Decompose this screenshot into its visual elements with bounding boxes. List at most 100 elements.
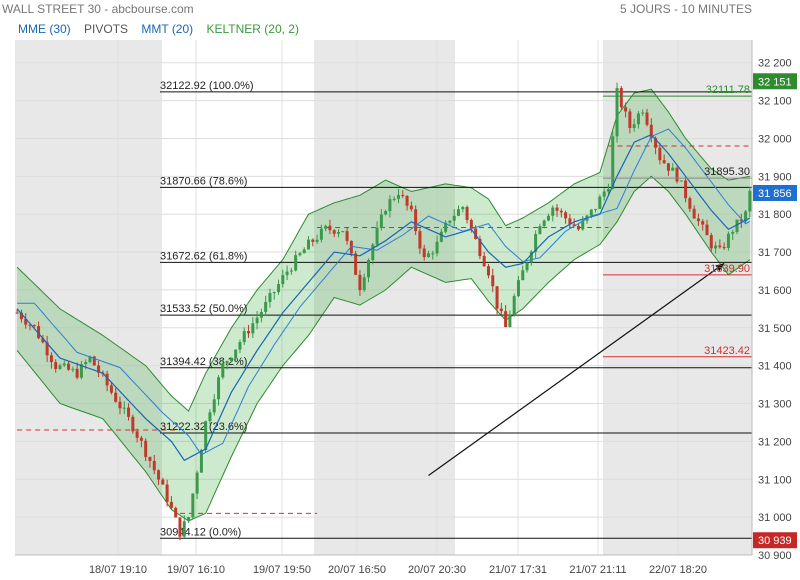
candle <box>636 113 640 125</box>
candle <box>504 311 508 328</box>
candle <box>251 323 255 334</box>
indicator-legend: MME (30) PIVOTS MMT (20) KELTNER (20, 2) <box>18 22 309 36</box>
candle <box>692 208 696 219</box>
candle <box>67 363 71 370</box>
session-band <box>15 40 162 555</box>
candle <box>49 355 53 363</box>
price-tag-label: 31 856 <box>758 188 792 200</box>
candle <box>684 180 688 199</box>
legend-pivots[interactable]: PIVOTS <box>84 22 129 36</box>
candle <box>589 209 593 216</box>
candle <box>632 124 636 129</box>
x-tick-label: 20/07 20:30 <box>408 564 466 576</box>
y-tick-label: 32 200 <box>758 58 792 70</box>
candle <box>341 231 345 233</box>
fib-level-label: 31870.66 (78.6%) <box>160 175 247 187</box>
candle <box>611 136 615 190</box>
candle <box>148 457 152 461</box>
candle <box>726 233 730 248</box>
fib-level-label: 31394.42 (38.2%) <box>160 356 247 368</box>
candle <box>401 195 405 197</box>
candle <box>598 196 602 209</box>
annotation-label: 32111.78 <box>706 84 750 96</box>
y-tick-label: 31 600 <box>758 285 792 297</box>
candle <box>122 407 126 409</box>
fib-level-label: 31672.62 (61.8%) <box>160 250 247 262</box>
candle <box>731 231 735 234</box>
candle <box>114 392 118 402</box>
fib-level-label: 32122.92 (100.0%) <box>160 80 254 92</box>
candle <box>281 275 285 285</box>
trend-arrow <box>428 262 725 476</box>
y-tick-label: 30 900 <box>758 550 792 562</box>
candle <box>671 167 675 171</box>
candle <box>606 189 610 192</box>
candle <box>161 479 165 485</box>
candle <box>337 231 341 234</box>
candle <box>324 225 328 229</box>
candle <box>709 235 713 249</box>
legend-keltner[interactable]: KELTNER (20, 2) <box>206 22 299 36</box>
annotation-label: 31639.90 <box>704 263 750 275</box>
candle <box>512 296 516 315</box>
candle <box>641 112 645 114</box>
candle <box>465 207 469 221</box>
fib-level-label: 31533.52 (50.0%) <box>160 303 247 315</box>
candle <box>576 225 580 230</box>
candle <box>444 222 448 232</box>
candle <box>371 244 375 261</box>
candle <box>538 226 542 235</box>
candle <box>84 362 88 365</box>
candle <box>88 356 92 363</box>
candle <box>225 361 229 364</box>
candle <box>375 227 379 245</box>
candle <box>628 111 632 129</box>
candle <box>118 401 122 409</box>
candle <box>645 112 649 125</box>
candle <box>529 251 533 263</box>
candle <box>405 195 409 206</box>
price-tag-label: 30 939 <box>758 535 792 547</box>
candle <box>551 207 555 216</box>
chart-period: 5 JOURS - 10 MINUTES <box>619 2 752 16</box>
candle <box>307 239 311 250</box>
candle <box>259 312 263 318</box>
candle <box>62 363 66 366</box>
candle <box>199 449 203 473</box>
candle <box>19 312 23 320</box>
candle <box>559 210 563 213</box>
y-tick-label: 32 000 <box>758 133 792 145</box>
y-tick-label: 31 400 <box>758 361 792 373</box>
legend-mme[interactable]: MME (30) <box>18 22 71 36</box>
candle <box>217 377 221 400</box>
price-tag <box>753 73 797 90</box>
candle <box>534 234 538 252</box>
keltner-lower-line <box>16 175 751 522</box>
candle <box>546 215 550 221</box>
y-tick-label: 31 500 <box>758 323 792 335</box>
candle <box>97 365 101 373</box>
candle <box>234 349 238 358</box>
candle <box>195 472 199 494</box>
candle <box>127 407 131 417</box>
candle <box>328 225 332 231</box>
candle <box>71 368 75 370</box>
candle <box>289 270 293 272</box>
candle <box>302 249 306 254</box>
candle <box>332 230 336 234</box>
legend-mmt[interactable]: MMT (20) <box>141 22 194 36</box>
y-tick-label: 32 100 <box>758 96 792 108</box>
y-tick-label: 31 700 <box>758 247 792 259</box>
y-tick-label: 31 900 <box>758 171 792 183</box>
candle <box>414 209 418 232</box>
candle <box>32 324 36 327</box>
candle <box>311 239 315 242</box>
y-tick-label: 31 300 <box>758 399 792 411</box>
y-tick-label: 31 200 <box>758 436 792 448</box>
y-tick-label: 31 100 <box>758 474 792 486</box>
candle <box>568 218 572 225</box>
candle <box>426 253 430 258</box>
candle <box>491 275 495 287</box>
candle <box>675 167 679 182</box>
